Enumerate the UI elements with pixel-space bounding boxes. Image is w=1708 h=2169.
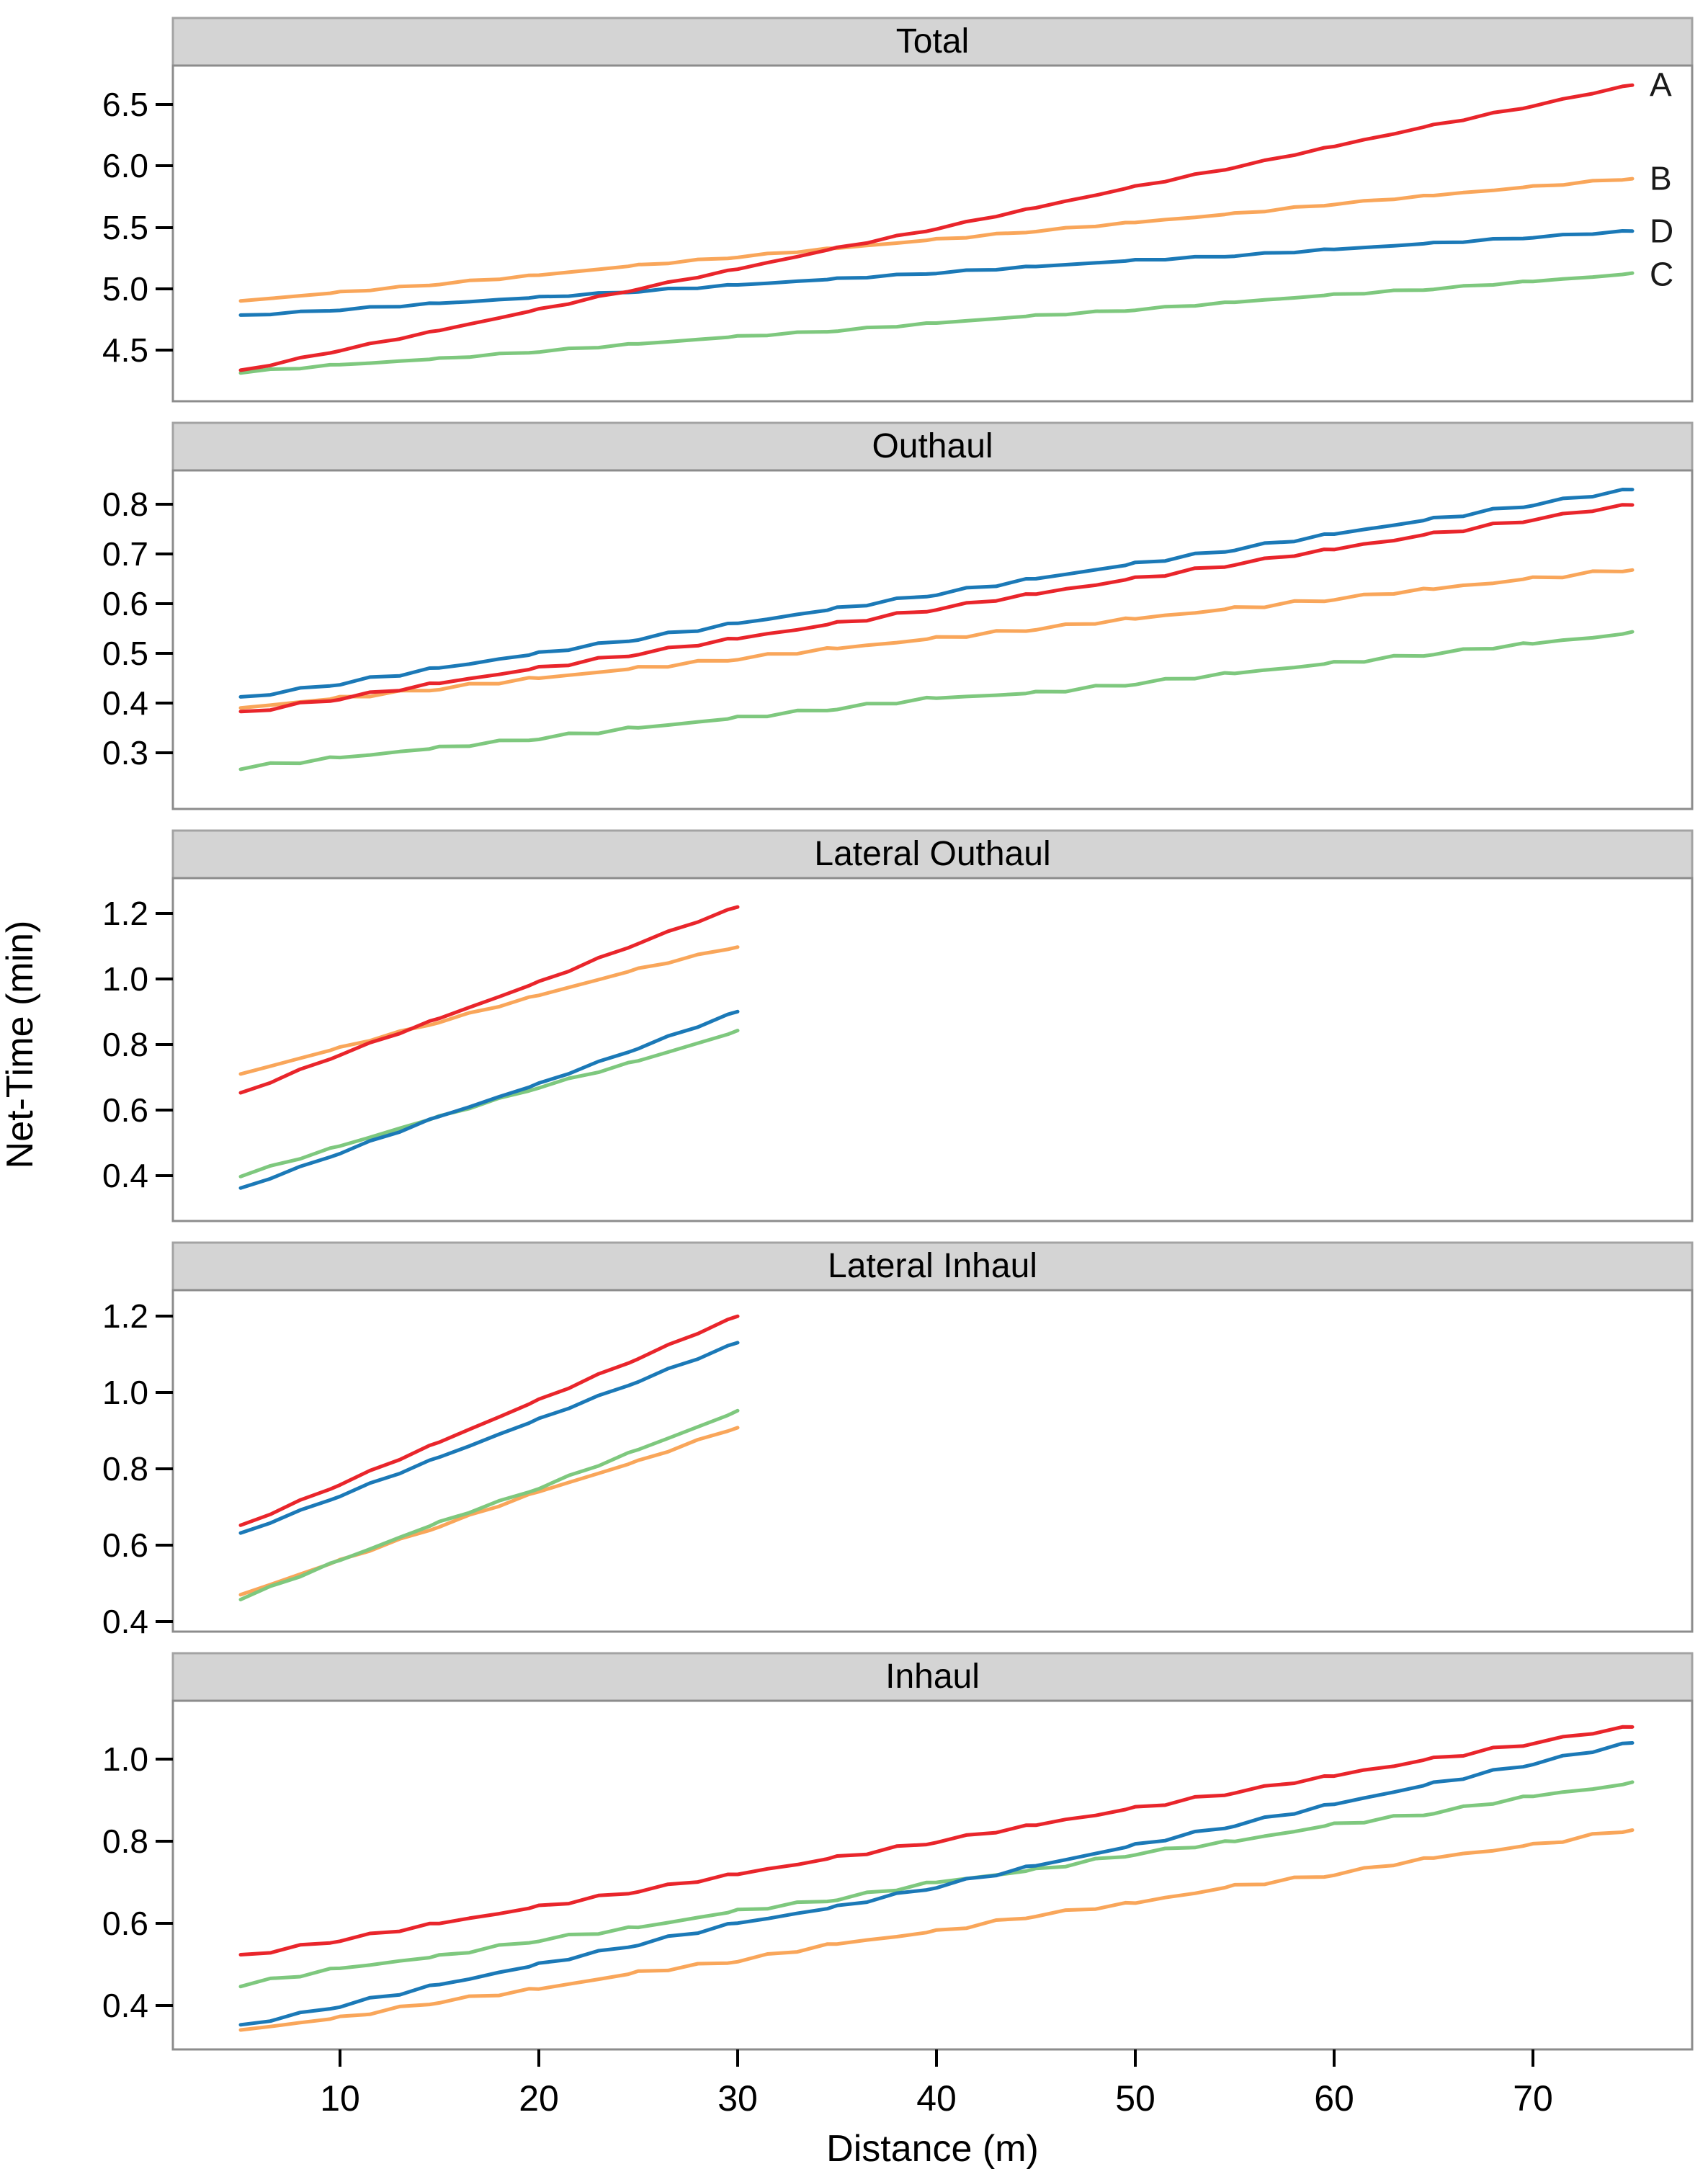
y-tick-label: 0.4 xyxy=(102,1987,148,2024)
panel-series-total xyxy=(238,83,1635,375)
series-line-D xyxy=(238,488,1635,699)
panel-strip-inhaul xyxy=(171,1652,1694,1702)
panel-title-lateral-inhaul: Lateral Inhaul xyxy=(828,1247,1037,1285)
panel-series-inhaul xyxy=(238,1725,1635,2032)
y-tick-label: 1.0 xyxy=(102,1374,148,1411)
series-line-C xyxy=(238,1408,740,1601)
panel-area-inhaul xyxy=(171,1699,1694,2051)
y-tick-label: 0.6 xyxy=(102,585,148,622)
series-line-A xyxy=(238,503,1635,714)
legend-label-C: C xyxy=(1650,255,1673,292)
y-tick-label: 0.7 xyxy=(102,535,148,573)
panel-series-lateral-outhaul xyxy=(238,905,740,1190)
x-tick-label: 40 xyxy=(916,2078,957,2119)
legend-label-B: B xyxy=(1650,159,1672,197)
panel-title-inhaul: Inhaul xyxy=(885,1658,980,1696)
y-tick-label: 5.0 xyxy=(102,270,148,308)
panel-area-total xyxy=(171,64,1694,403)
series-line-D xyxy=(238,1741,1635,2027)
panel-series-outhaul xyxy=(238,488,1635,772)
series-line-A xyxy=(238,83,1635,372)
y-tick-label: 0.8 xyxy=(102,1026,148,1063)
series-line-B xyxy=(238,176,1635,303)
y-tick-label: 0.5 xyxy=(102,635,148,672)
series-line-B xyxy=(238,568,1635,710)
panel-strip-total xyxy=(171,17,1694,67)
x-tick-label: 50 xyxy=(1115,2078,1155,2119)
panel-title-total: Total xyxy=(896,22,969,61)
x-tick-label: 60 xyxy=(1314,2078,1354,2119)
panel-strip-lateral-outhaul xyxy=(171,829,1694,880)
y-axis-label: Net-Time (min) xyxy=(0,921,41,1169)
series-line-A xyxy=(238,905,740,1095)
y-tick-label: 1.0 xyxy=(102,1740,148,1778)
x-axis-label: Distance (m) xyxy=(826,2128,1039,2169)
series-line-A xyxy=(238,1314,740,1527)
y-tick-label: 4.5 xyxy=(102,331,148,369)
y-tick-label: 1.2 xyxy=(102,895,148,932)
y-tick-label: 0.4 xyxy=(102,1157,148,1194)
series-line-C xyxy=(238,1780,1635,1989)
legend-label-D: D xyxy=(1650,213,1673,250)
panel-title-lateral-outhaul: Lateral Outhaul xyxy=(814,835,1050,873)
y-tick-label: 0.4 xyxy=(102,1603,148,1640)
panel-area-outhaul xyxy=(171,469,1694,810)
y-tick-label: 0.8 xyxy=(102,1823,148,1860)
y-tick-label: 0.8 xyxy=(102,1450,148,1488)
y-tick-label: 0.4 xyxy=(102,684,148,722)
series-line-B xyxy=(238,945,740,1076)
series-line-D xyxy=(238,1009,740,1190)
y-tick-label: 5.5 xyxy=(102,209,148,246)
series-line-C xyxy=(238,271,1635,375)
y-tick-label: 0.3 xyxy=(102,734,148,772)
panel-series-lateral-inhaul xyxy=(238,1314,740,1601)
panel-title-outhaul: Outhaul xyxy=(872,427,993,465)
panel-area-lateral-outhaul xyxy=(171,877,1694,1222)
series-line-D xyxy=(238,1341,740,1535)
y-tick-label: 0.6 xyxy=(102,1526,148,1564)
y-tick-label: 0.8 xyxy=(102,486,148,523)
y-tick-label: 6.0 xyxy=(102,147,148,184)
series-line-C xyxy=(238,630,1635,772)
y-tick-label: 1.2 xyxy=(102,1297,148,1335)
series-line-B xyxy=(238,1828,1635,2032)
x-tick-label: 70 xyxy=(1513,2078,1553,2119)
legend-label-A: A xyxy=(1650,66,1672,104)
y-tick-label: 0.6 xyxy=(102,1905,148,1942)
series-line-D xyxy=(238,229,1635,317)
y-tick-label: 6.5 xyxy=(102,86,148,123)
x-tick-label: 10 xyxy=(320,2078,360,2119)
series-line-A xyxy=(238,1725,1635,1956)
x-tick-label: 30 xyxy=(717,2078,758,2119)
y-tick-label: 0.6 xyxy=(102,1091,148,1129)
x-tick-label: 20 xyxy=(519,2078,559,2119)
y-tick-label: 1.0 xyxy=(102,960,148,998)
